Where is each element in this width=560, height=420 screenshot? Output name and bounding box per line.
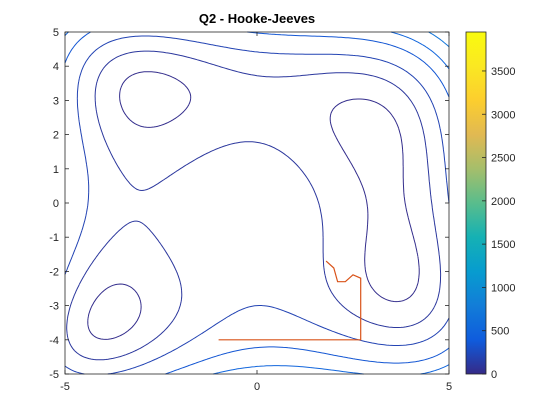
axes-background [65,32,449,374]
y-tick-label: -4 [49,335,59,347]
contour-level-1 [66,50,442,361]
colorbar-tick-label: 1500 [491,239,515,251]
contour-level-2 [64,35,450,375]
contour-lines [64,31,450,375]
y-tick-label: 3 [53,95,59,107]
x-tick-label: 5 [446,381,452,393]
colorbar-tick-label: 2500 [491,153,515,165]
y-tick-label: 1 [53,164,59,176]
y-tick-label: 5 [53,27,59,39]
colorbar: 0 500 1000 1500 2000 2500 3000 3500 [465,31,515,381]
x-tick-label: -5 [60,381,70,393]
contour-level-5 [428,31,450,48]
x-tick-label: 0 [254,381,260,393]
contour-level-0 [87,71,420,340]
colorbar-tick-label: 3000 [491,109,515,121]
colorbar-box [465,31,487,375]
colorbar-ticks: 0 500 1000 1500 2000 2500 3000 3500 [482,66,515,381]
search-path [218,260,362,341]
y-tick-label: -1 [49,232,59,244]
y-tick-label: 0 [53,198,59,210]
colorbar-tick-label: 0 [491,369,497,381]
y-axis-ticks: 5 4 3 2 1 0 -1 -2 -3 -4 -5 [49,27,449,381]
x-axis-ticks: -5 0 5 [60,32,452,393]
chart-title: Q2 - Hooke-Jeeves [199,11,315,26]
y-tick-label: -5 [49,369,59,381]
y-tick-label: -3 [49,301,59,313]
colorbar-tick-label: 2000 [491,196,515,208]
y-tick-label: -2 [49,266,59,278]
colorbar-tick-label: 500 [491,326,509,338]
colorbar-tick-label: 1000 [491,282,515,294]
search-path-line [218,260,362,341]
colorbar-tick-label: 3500 [491,66,515,78]
plot-area: -5 0 5 5 4 3 2 1 0 -1 -2 -3 -4 -5 [49,27,452,393]
colorbar-gradient [466,32,486,374]
y-tick-label: 4 [53,61,59,73]
y-tick-label: 2 [53,130,59,142]
